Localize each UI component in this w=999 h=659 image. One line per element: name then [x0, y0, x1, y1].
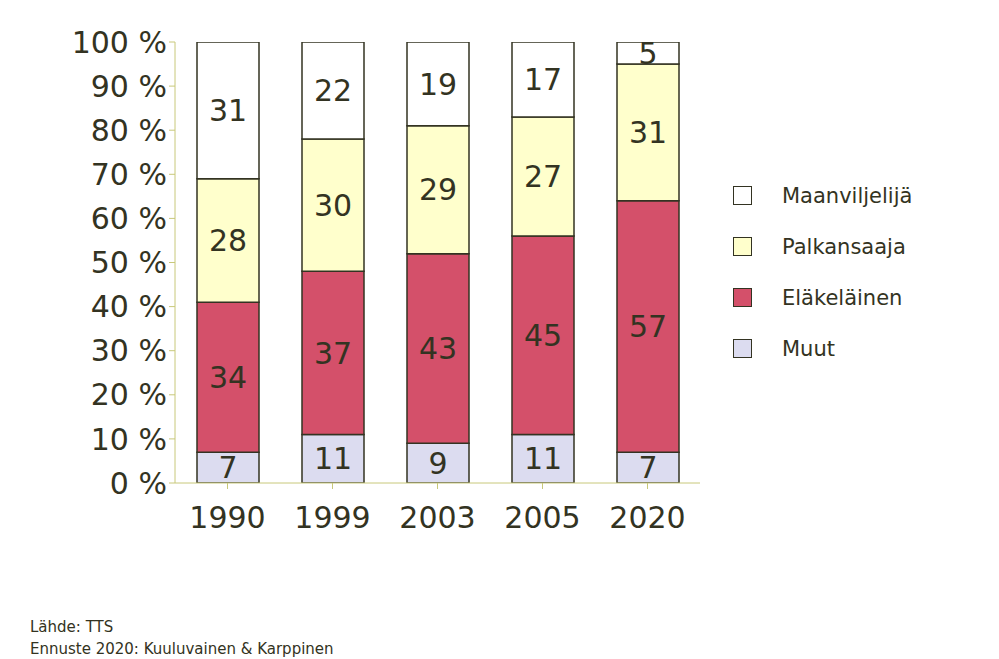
svg-text:37: 37 — [314, 336, 352, 371]
svg-text:11: 11 — [524, 441, 562, 476]
svg-text:5: 5 — [638, 36, 657, 71]
svg-text:9: 9 — [428, 446, 447, 481]
svg-text:22: 22 — [314, 73, 352, 108]
svg-text:45: 45 — [524, 318, 562, 353]
svg-text:30 %: 30 % — [91, 333, 167, 368]
svg-text:29: 29 — [419, 172, 457, 207]
svg-text:100 %: 100 % — [72, 25, 167, 60]
svg-text:7: 7 — [218, 450, 237, 485]
svg-text:2005: 2005 — [504, 500, 580, 535]
html-text:Eläkeläinen: Eläkeläinen — [782, 285, 903, 310]
svg-text:31: 31 — [629, 115, 667, 150]
svg-text:17: 17 — [524, 62, 562, 97]
svg-text:80 %: 80 % — [91, 113, 167, 148]
svg-text:70 %: 70 % — [91, 157, 167, 192]
svg-text:7: 7 — [638, 450, 657, 485]
svg-text:11: 11 — [314, 441, 352, 476]
svg-text:20 %: 20 % — [91, 377, 167, 412]
html-text:Maanviljelijä: Maanviljelijä — [782, 183, 913, 208]
svg-text:57: 57 — [629, 309, 667, 344]
svg-text:30: 30 — [314, 188, 352, 223]
svg-text:27: 27 — [524, 159, 562, 194]
html-text:Muut: Muut — [782, 336, 835, 361]
svg-text:34: 34 — [209, 360, 247, 395]
html-text:Ennuste 2020: Kuuluvainen & Ka: Ennuste 2020: Kuuluvainen & Karppinen — [30, 640, 334, 658]
svg-text:0 %: 0 % — [110, 466, 167, 501]
svg-text:1999: 1999 — [294, 500, 370, 535]
html-text:Palkansaaja: Palkansaaja — [782, 234, 906, 259]
svg-text:90 %: 90 % — [91, 69, 167, 104]
svg-text:1990: 1990 — [189, 500, 265, 535]
html-text:Lähde: TTS: Lähde: TTS — [30, 618, 114, 636]
svg-text:43: 43 — [419, 331, 457, 366]
svg-text:2020: 2020 — [609, 500, 685, 535]
svg-text:60 %: 60 % — [91, 201, 167, 236]
svg-text:31: 31 — [209, 93, 247, 128]
svg-text:28: 28 — [209, 223, 247, 258]
svg-text:40 %: 40 % — [91, 289, 167, 324]
svg-text:10 %: 10 % — [91, 422, 167, 457]
svg-text:50 %: 50 % — [91, 245, 167, 280]
svg-text:2003: 2003 — [399, 500, 475, 535]
svg-text:19: 19 — [419, 67, 457, 102]
